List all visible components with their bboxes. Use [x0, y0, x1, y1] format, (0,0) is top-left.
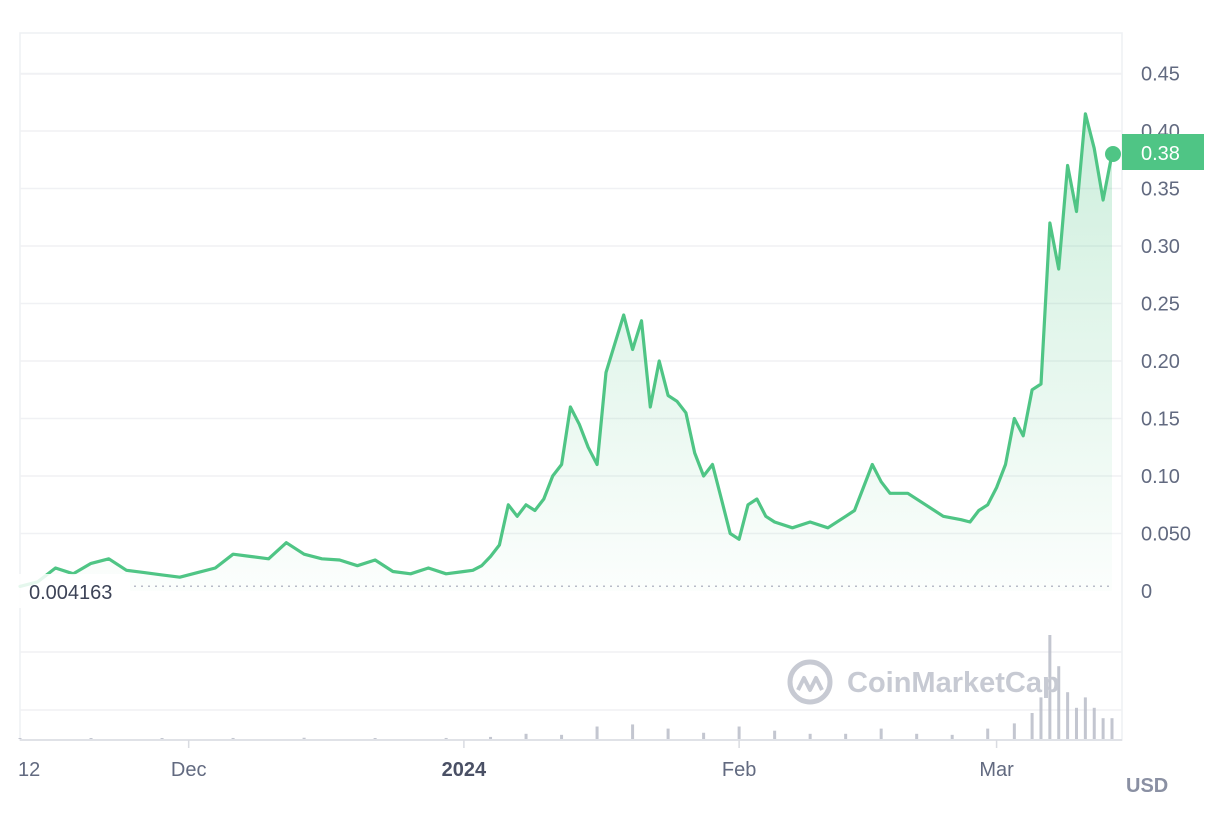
volume-bar	[1110, 718, 1114, 739]
current-price-tag: 0.38	[1122, 134, 1204, 170]
y-tick-label: 0.25	[1141, 294, 1180, 316]
volume-bar	[160, 738, 164, 739]
volume-bar	[1048, 635, 1052, 739]
plot-border	[19, 32, 1123, 741]
x-tick-label: Mar	[979, 759, 1014, 781]
volume-bar	[950, 734, 954, 739]
volume-bar	[595, 726, 599, 739]
volume-bar	[1057, 666, 1061, 739]
volume-bar	[915, 733, 919, 739]
watermark-text: CoinMarketCap	[847, 667, 1060, 699]
volume-bar	[879, 728, 883, 739]
volume-bar	[444, 737, 448, 739]
volume-bar	[631, 724, 635, 739]
volume-bar	[737, 726, 741, 739]
volume-bar	[18, 738, 22, 739]
volume-bars	[18, 635, 1114, 739]
volume-bar	[231, 737, 235, 739]
price-line	[18, 112, 1114, 588]
volume-bar	[560, 734, 564, 739]
x-tick-label: Feb	[722, 759, 756, 781]
current-price-value: 0.38	[1141, 143, 1180, 165]
volume-bar	[986, 728, 990, 739]
volume-bar	[524, 733, 528, 739]
volume-bar	[489, 736, 493, 739]
y-tick-label: 0.050	[1141, 524, 1191, 546]
volume-bar	[1083, 697, 1087, 739]
volume-bar	[666, 728, 670, 739]
base-price-label: 0.004163	[29, 582, 112, 604]
x-tick-label: 2024	[442, 759, 487, 781]
coinmarketcap-logo-icon	[787, 659, 833, 705]
volume-bar	[773, 730, 777, 739]
volume-bar	[1030, 713, 1034, 739]
x-tick-label: Dec	[171, 759, 207, 781]
x-tick-label: 12	[18, 759, 40, 781]
y-tick-label: 0	[1141, 581, 1152, 603]
y-tick-label: 0.20	[1141, 351, 1180, 373]
volume-bar	[1039, 697, 1043, 739]
price-area-fill	[20, 113, 1112, 592]
volume-bar	[702, 732, 706, 739]
volume-bar	[1074, 707, 1078, 739]
y-tick-label: 0.10	[1141, 466, 1180, 488]
volume-bar	[1066, 692, 1070, 739]
x-axis: 12 Dec 2024 Feb Mar	[18, 740, 1014, 781]
coinmarketcap-watermark: CoinMarketCap	[787, 659, 1060, 705]
volume-bar	[844, 733, 848, 739]
volume-bar	[373, 738, 377, 739]
grid-lines	[19, 32, 1123, 741]
currency-label: USD	[1126, 775, 1168, 797]
y-tick-label: 0.45	[1141, 64, 1180, 86]
current-price-dot[interactable]	[1105, 146, 1121, 162]
volume-bar	[1101, 718, 1105, 739]
y-tick-label: 0.15	[1141, 409, 1180, 431]
volume-bar	[808, 733, 812, 739]
y-tick-label: 0.30	[1141, 236, 1180, 258]
volume-bar	[302, 737, 306, 739]
volume-bar	[1012, 723, 1016, 739]
volume-bar	[89, 738, 93, 739]
volume-bar	[1092, 707, 1096, 739]
y-tick-label: 0.35	[1141, 179, 1180, 201]
